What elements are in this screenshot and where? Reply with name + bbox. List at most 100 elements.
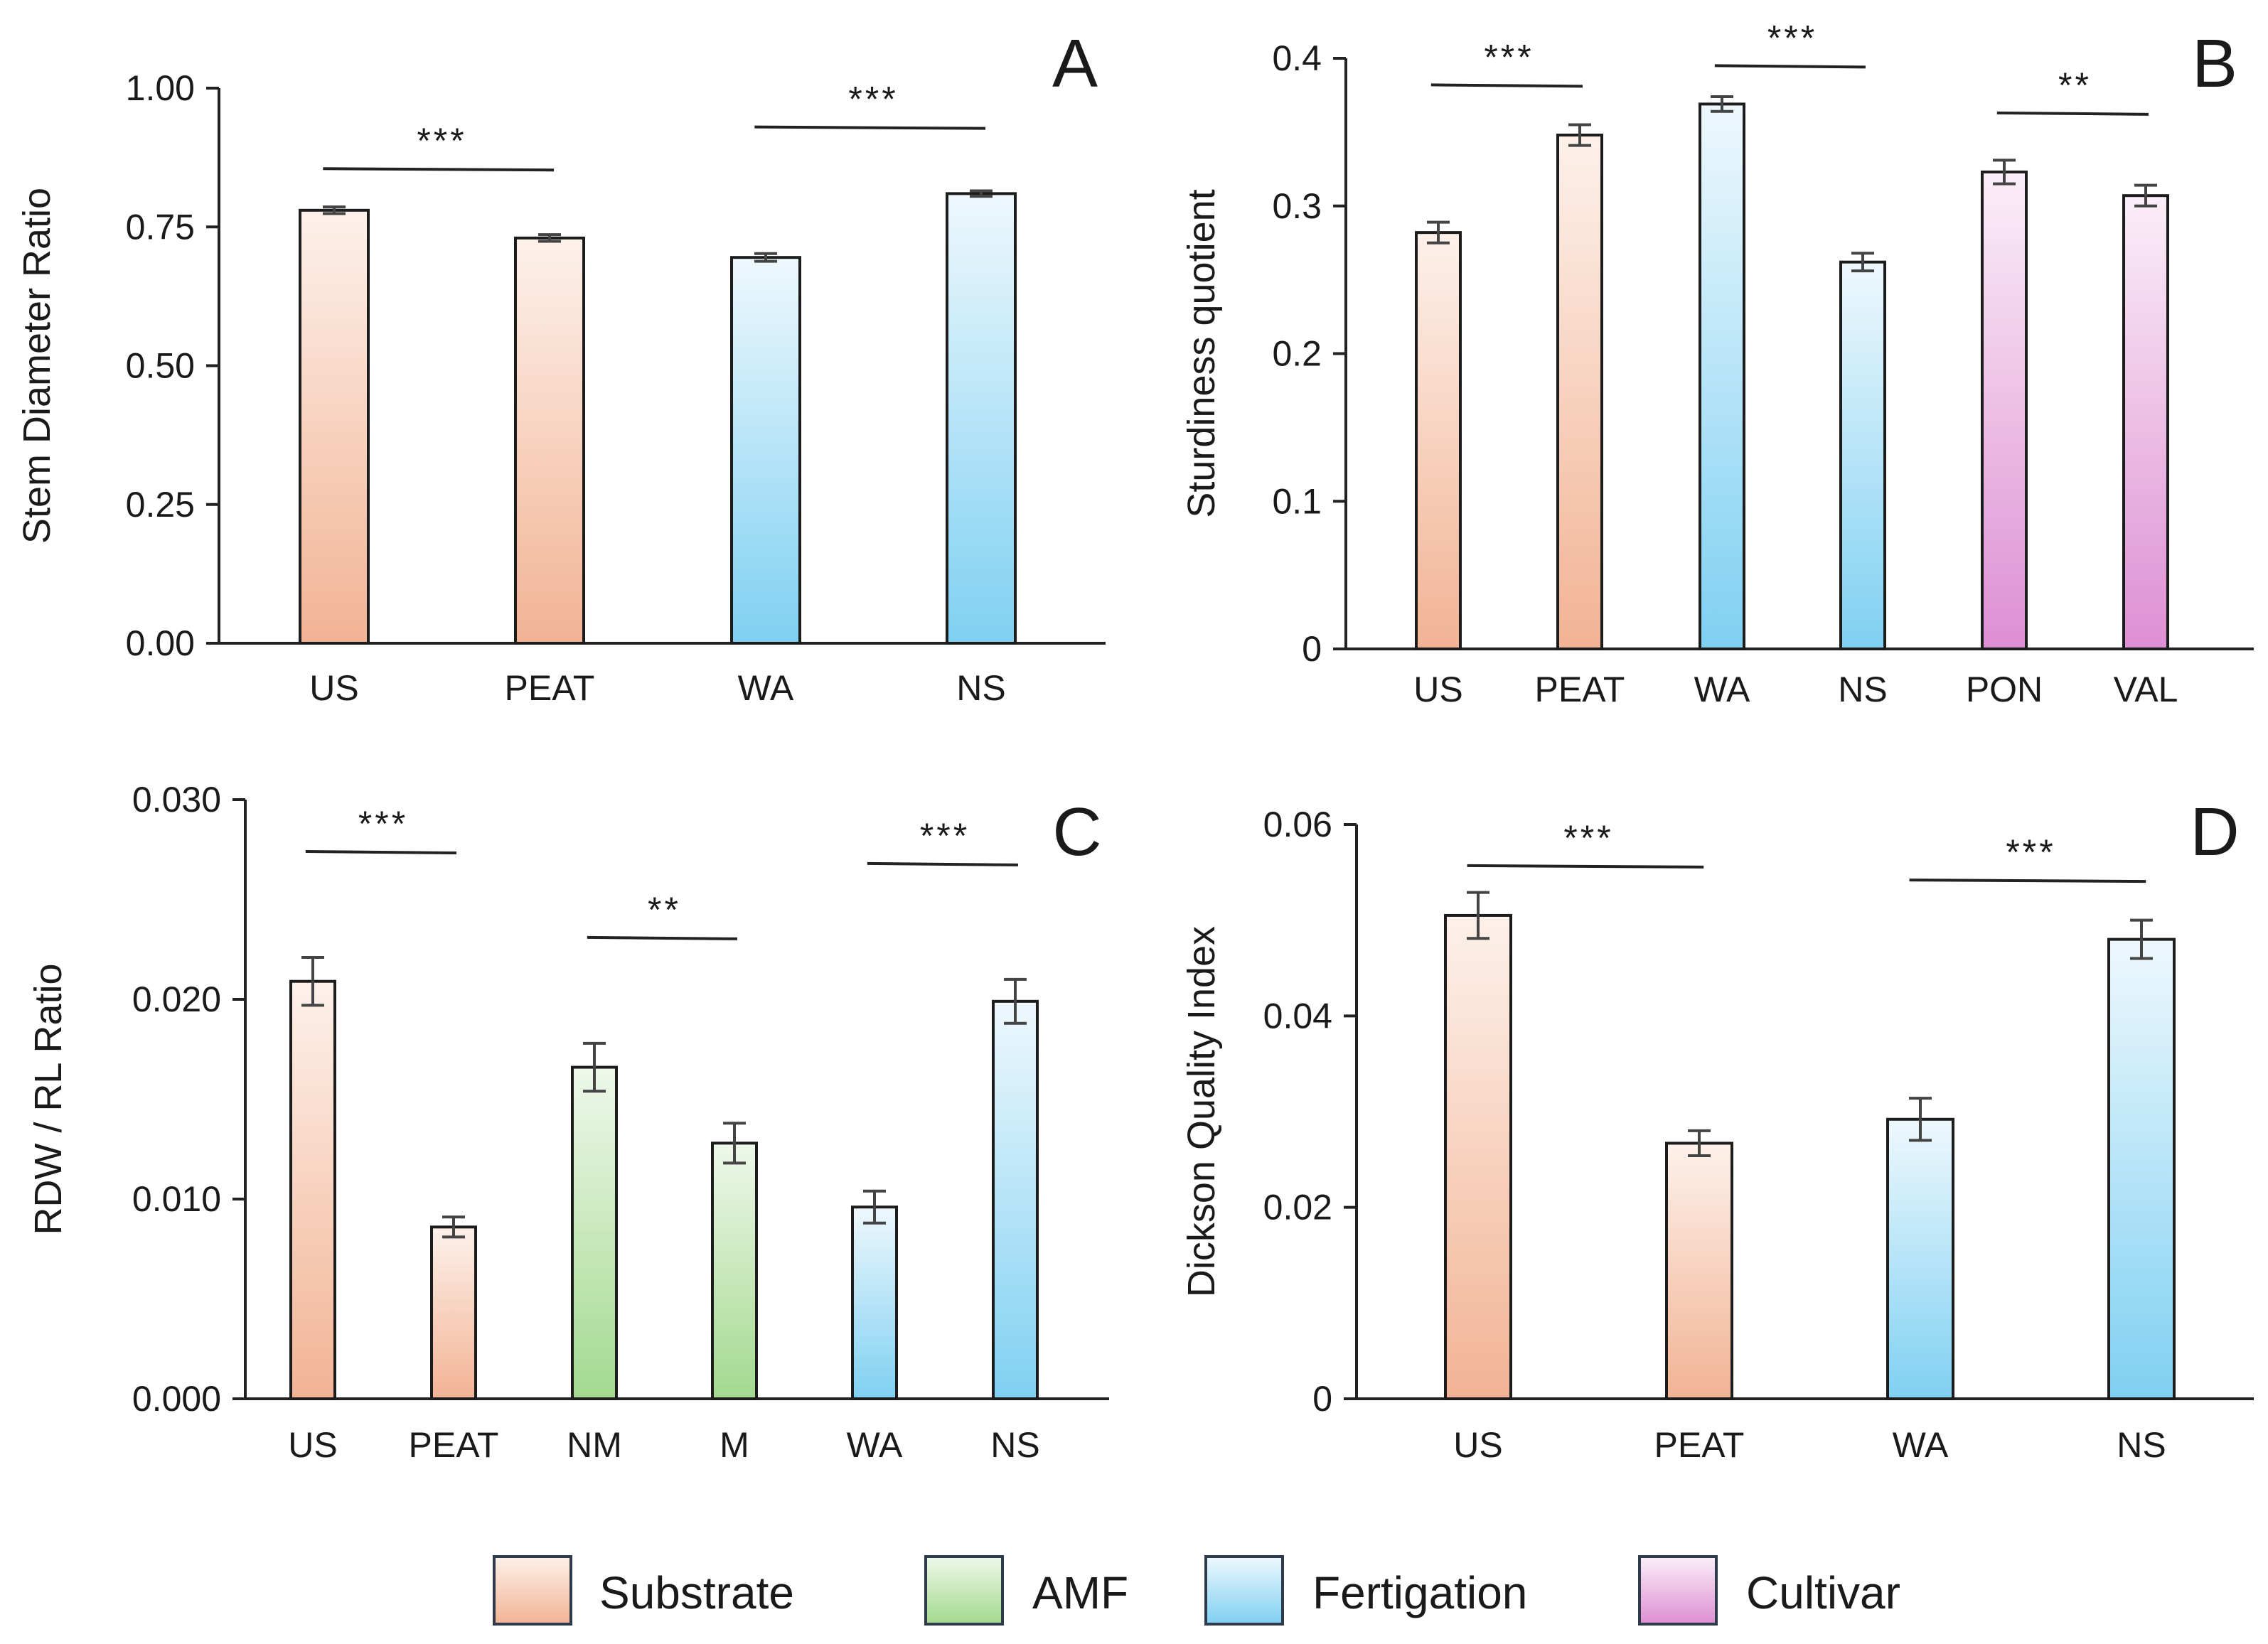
y-tick-label: 0.020 — [132, 979, 221, 1019]
y-tick-label: 0.75 — [126, 207, 195, 247]
legend-swatch-cultivar — [1638, 1555, 1718, 1626]
significance-line — [754, 125, 986, 130]
x-tick-label-ns: NS — [2117, 1425, 2166, 1465]
bar-ns — [2107, 937, 2176, 1400]
bar-wa — [1699, 102, 1745, 650]
x-tick-label-peat: PEAT — [409, 1425, 499, 1465]
x-tick-label-wa: WA — [1694, 670, 1750, 709]
significance-line — [1996, 111, 2149, 116]
y-axis-title: Dickson Quality Index — [1180, 926, 1223, 1297]
legend-label-cultivar: Cultivar — [1746, 1567, 1900, 1618]
legend-label-substrate: Substrate — [599, 1567, 794, 1618]
significance-label: *** — [2006, 832, 2055, 872]
bar-us — [289, 979, 336, 1400]
bar-wa — [1886, 1117, 1954, 1400]
y-tick-label: 0.010 — [132, 1179, 221, 1219]
y-tick-label: 0.4 — [1272, 38, 1322, 78]
bar-pon — [1981, 170, 2028, 650]
panel-d-chart: 0 0.02 0.04 0.06 Dickson Quality Index D US PEA… — [1180, 794, 2254, 1465]
bar-ns — [992, 999, 1039, 1401]
panel-letter-b: B — [2192, 26, 2237, 102]
significance-label: ** — [648, 890, 681, 930]
bar-m — [711, 1141, 758, 1400]
x-tick-label-us: US — [1453, 1425, 1502, 1465]
significance-label: ** — [2058, 65, 2092, 105]
y-tick-label: 0.2 — [1272, 334, 1322, 374]
legend-label-fertigation: Fertigation — [1312, 1567, 1527, 1618]
y-tick-label: 0.00 — [126, 623, 195, 663]
panel-b-chart: 0 0.1 0.2 0.3 0.4 Sturdiness quotient B US PEAT W… — [1180, 18, 2254, 709]
y-axis-title: Sturdiness quotient — [1180, 189, 1223, 517]
significance-line — [305, 850, 456, 855]
bar-us — [1415, 231, 1462, 650]
y-tick-label: 0.25 — [126, 485, 195, 525]
significance-line — [1467, 864, 1704, 869]
significance-label: *** — [417, 121, 466, 161]
x-tick-label-ns: NS — [956, 668, 1005, 708]
bar-peat — [430, 1225, 477, 1400]
chart-legend: Substrate AMF Fertigation Cultivar — [493, 1555, 1900, 1626]
bar-nm — [571, 1065, 618, 1401]
x-tick-label-peat: PEAT — [1654, 1425, 1745, 1465]
y-tick-label: 1.00 — [126, 68, 195, 108]
y-axis-title: RDW / RL Ratio — [27, 963, 70, 1235]
significance-line — [1714, 64, 1866, 69]
y-tick-label: 0.3 — [1272, 186, 1322, 226]
panel-letter-a: A — [1052, 26, 1098, 102]
bar-wa — [851, 1205, 898, 1400]
bar-ns — [1839, 260, 1886, 650]
bar-ns — [946, 192, 1017, 645]
significance-label: *** — [1484, 37, 1534, 77]
significance-label: *** — [1767, 18, 1817, 58]
x-tick-label-peat: PEAT — [1535, 670, 1625, 709]
bar-us — [1444, 913, 1512, 1400]
y-tick-label: 0.030 — [132, 780, 221, 820]
bar-wa — [730, 256, 801, 645]
bar-peat — [1665, 1141, 1733, 1400]
significance-label: *** — [1563, 818, 1613, 858]
x-tick-label-us: US — [1413, 670, 1462, 709]
x-tick-label-pon: PON — [1966, 670, 2043, 709]
legend-label-amf: AMF — [1032, 1567, 1128, 1618]
significance-line — [587, 935, 737, 940]
significance-line — [1909, 879, 2146, 883]
bar-peat — [1556, 134, 1603, 650]
y-tick-label: 0 — [1302, 629, 1322, 669]
x-tick-label-us: US — [309, 668, 358, 708]
panel-c-chart: 0.000 0.010 0.020 0.030 RDW / RL Ratio C US PEA… — [27, 780, 1109, 1465]
x-tick-label-ns: NS — [1838, 670, 1887, 709]
significance-label: *** — [358, 804, 408, 844]
y-tick-label: 0.02 — [1263, 1188, 1332, 1227]
x-tick-label-nm: NM — [567, 1425, 622, 1465]
x-tick-label-wa: WA — [847, 1425, 903, 1465]
legend-swatch-fertigation — [1204, 1555, 1284, 1626]
bar-peat — [514, 236, 585, 645]
x-tick-label-wa: WA — [738, 668, 794, 708]
x-tick-label-wa: WA — [1893, 1425, 1949, 1465]
y-tick-label: 0.06 — [1263, 805, 1332, 844]
significance-label: *** — [920, 816, 970, 856]
panel-a-chart: 0.00 0.25 0.50 0.75 1.00 Stem Diameter Ratio A… — [16, 26, 1106, 708]
bar-val — [2122, 194, 2169, 650]
significance-line — [1430, 83, 1583, 88]
x-tick-label-us: US — [288, 1425, 337, 1465]
y-tick-label: 0.04 — [1263, 996, 1332, 1036]
y-tick-label: 0.50 — [126, 346, 195, 386]
y-tick-label: 0.000 — [132, 1379, 221, 1419]
x-tick-label-m: M — [720, 1425, 749, 1465]
x-tick-label-peat: PEAT — [505, 668, 595, 708]
x-tick-label-ns: NS — [990, 1425, 1039, 1465]
legend-swatch-substrate — [493, 1555, 572, 1626]
bar-us — [299, 208, 370, 645]
significance-label: *** — [848, 80, 898, 119]
significance-line — [867, 861, 1018, 866]
y-axis-title: Stem Diameter Ratio — [16, 188, 58, 544]
y-tick-label: 0.1 — [1272, 481, 1322, 521]
x-tick-label-val: VAL — [2114, 670, 2178, 709]
legend-swatch-amf — [924, 1555, 1004, 1626]
y-tick-label: 0 — [1312, 1379, 1332, 1419]
panel-letter-c: C — [1052, 794, 1101, 870]
panel-letter-d: D — [2190, 794, 2239, 870]
significance-line — [323, 167, 555, 172]
